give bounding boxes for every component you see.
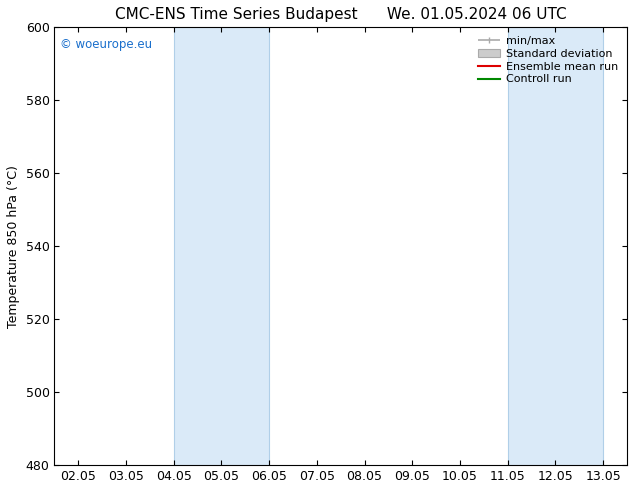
Bar — [174, 27, 269, 465]
Bar — [508, 27, 603, 465]
Text: © woeurope.eu: © woeurope.eu — [60, 38, 152, 51]
Y-axis label: Temperature 850 hPa (°C): Temperature 850 hPa (°C) — [7, 165, 20, 328]
Title: CMC-ENS Time Series Budapest      We. 01.05.2024 06 UTC: CMC-ENS Time Series Budapest We. 01.05.2… — [115, 7, 567, 22]
Legend: min/max, Standard deviation, Ensemble mean run, Controll run: min/max, Standard deviation, Ensemble me… — [475, 33, 621, 88]
